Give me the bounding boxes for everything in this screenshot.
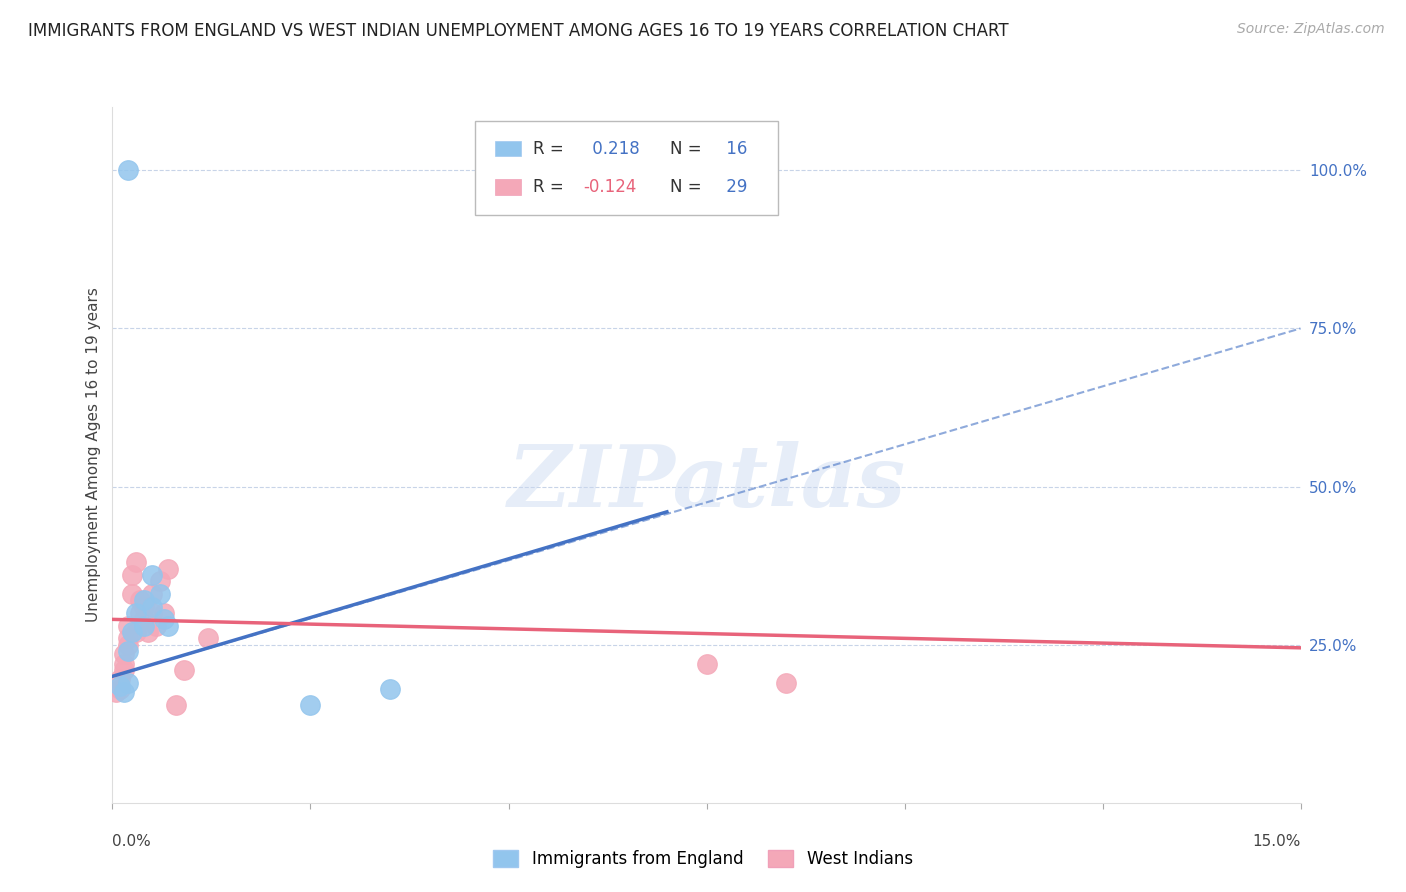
- Text: Source: ZipAtlas.com: Source: ZipAtlas.com: [1237, 22, 1385, 37]
- Point: [141, 587, 163, 601]
- FancyBboxPatch shape: [475, 121, 778, 215]
- Point: [112, 657, 135, 671]
- Point: [125, 556, 148, 570]
- Text: 29: 29: [721, 178, 747, 196]
- Text: 0.0%: 0.0%: [112, 834, 152, 849]
- Point: [141, 599, 163, 614]
- Point: [141, 568, 163, 582]
- Point: [121, 625, 143, 640]
- Text: N =: N =: [669, 140, 702, 158]
- Point: [112, 685, 135, 699]
- Text: R =: R =: [533, 178, 564, 196]
- Text: -0.124: -0.124: [583, 178, 637, 196]
- Point: [149, 587, 172, 601]
- Point: [696, 657, 718, 671]
- Legend: Immigrants from England, West Indians: Immigrants from England, West Indians: [486, 843, 920, 875]
- Point: [197, 632, 219, 646]
- Y-axis label: Unemployment Among Ages 16 to 19 years: Unemployment Among Ages 16 to 19 years: [86, 287, 101, 623]
- Point: [121, 568, 143, 582]
- Point: [173, 663, 195, 677]
- Text: 15.0%: 15.0%: [1253, 834, 1301, 849]
- Point: [117, 675, 139, 690]
- Bar: [495, 179, 522, 194]
- Point: [110, 681, 132, 696]
- Point: [110, 679, 132, 693]
- Point: [112, 663, 135, 677]
- Point: [149, 574, 172, 589]
- Point: [134, 593, 156, 607]
- Point: [112, 647, 135, 661]
- Text: 16: 16: [721, 140, 747, 158]
- Text: IMMIGRANTS FROM ENGLAND VS WEST INDIAN UNEMPLOYMENT AMONG AGES 16 TO 19 YEARS CO: IMMIGRANTS FROM ENGLAND VS WEST INDIAN U…: [28, 22, 1008, 40]
- Bar: [495, 141, 522, 156]
- Point: [110, 673, 132, 687]
- Point: [105, 685, 128, 699]
- Point: [117, 638, 139, 652]
- Point: [156, 562, 179, 576]
- Point: [129, 606, 152, 620]
- Point: [134, 618, 156, 632]
- Point: [129, 593, 152, 607]
- Point: [165, 698, 187, 712]
- Point: [117, 644, 139, 658]
- Point: [775, 675, 797, 690]
- Point: [117, 618, 139, 632]
- Text: 0.218: 0.218: [586, 140, 640, 158]
- Text: R =: R =: [533, 140, 564, 158]
- Point: [299, 698, 322, 712]
- Point: [153, 606, 176, 620]
- Point: [117, 163, 139, 178]
- Point: [134, 599, 156, 614]
- Text: N =: N =: [669, 178, 702, 196]
- Point: [125, 606, 148, 620]
- Point: [136, 625, 159, 640]
- Point: [141, 606, 163, 620]
- Point: [117, 632, 139, 646]
- Text: ZIPatlas: ZIPatlas: [508, 441, 905, 524]
- Point: [134, 612, 156, 626]
- Point: [121, 587, 143, 601]
- Point: [378, 681, 401, 696]
- Point: [156, 618, 179, 632]
- Point: [145, 618, 167, 632]
- Point: [125, 625, 148, 640]
- Point: [153, 612, 176, 626]
